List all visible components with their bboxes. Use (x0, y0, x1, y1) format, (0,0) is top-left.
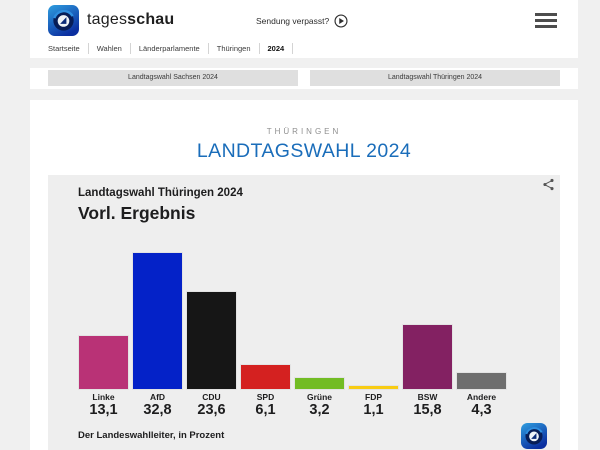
button-landtagswahl-sachsen[interactable]: Landtagswahl Sachsen 2024 (48, 70, 298, 86)
bar-label-afd: AfD (149, 392, 166, 402)
share-icon[interactable] (542, 178, 555, 191)
bar-value-spd: 6,1 (255, 402, 276, 418)
bar-label-andere: Andere (466, 392, 497, 402)
page-kicker: THÜRINGEN (266, 127, 342, 136)
sendung-verpasst-link[interactable]: Sendung verpasst? (256, 14, 348, 28)
bar-value-linke: 13,1 (89, 402, 118, 418)
brand-regular: tages (87, 11, 128, 28)
bar-andere (456, 372, 507, 390)
breadcrumb-item-thueringen[interactable]: Thüringen (209, 43, 260, 54)
tagesschau-logo-icon[interactable] (48, 5, 79, 36)
play-icon[interactable] (334, 14, 348, 28)
brand-wordmark[interactable]: tagesschau (87, 11, 174, 29)
bar-fdp (348, 385, 399, 390)
bar-label-grüne: Grüne (306, 392, 333, 402)
bar-value-afd: 32,8 (143, 402, 172, 418)
bar-label-bsw: BSW (417, 392, 438, 402)
breadcrumb-item-2024[interactable]: 2024 (260, 43, 294, 54)
bar-value-grüne: 3,2 (309, 402, 330, 418)
bar-spd (240, 364, 291, 390)
bar-label-linke: Linke (92, 392, 115, 402)
main-content: THÜRINGEN LANDTAGSWAHL 2024 Landtagswahl… (30, 100, 578, 450)
brand-bold: schau (127, 11, 175, 28)
breadcrumb: Startseite Wahlen Länderparlamente Thüri… (48, 43, 294, 54)
bar-cdu (186, 291, 237, 390)
button-landtagswahl-thueringen[interactable]: Landtagswahl Thüringen 2024 (310, 70, 560, 86)
chart-subtitle: Vorl. Ergebnis (78, 203, 196, 223)
bar-value-bsw: 15,8 (413, 402, 442, 418)
breadcrumb-item-laenderparlamente[interactable]: Länderparlamente (131, 43, 209, 54)
chart-source: Der Landeswahlleiter, in Prozent (78, 430, 225, 441)
result-chart-card: Landtagswahl Thüringen 2024 Vorl. Ergebn… (48, 175, 560, 450)
bar-grüne (294, 377, 345, 390)
bar-value-cdu: 23,6 (197, 402, 226, 418)
sendung-verpasst-label: Sendung verpasst? (256, 16, 330, 26)
header: tagesschau Sendung verpasst? Startseite … (30, 0, 578, 58)
bar-bsw (402, 324, 453, 390)
bar-label-spd: SPD (256, 392, 275, 402)
chart-title: Landtagswahl Thüringen 2024 (78, 187, 243, 199)
bar-label-cdu: CDU (202, 392, 221, 402)
breadcrumb-item-startseite[interactable]: Startseite (48, 43, 89, 54)
menu-icon[interactable] (535, 13, 557, 32)
bar-linke (78, 335, 129, 390)
page-title: LANDTAGSWAHL 2024 (196, 140, 412, 162)
bar-value-fdp: 1,1 (363, 402, 384, 418)
bar-value-andere: 4,3 (471, 402, 492, 418)
tagesschau-watermark-icon (521, 423, 547, 449)
breadcrumb-item-wahlen[interactable]: Wahlen (89, 43, 131, 54)
bar-afd (132, 252, 183, 390)
bar-label-fdp: FDP (365, 392, 382, 402)
election-switcher: Landtagswahl Sachsen 2024 Landtagswahl T… (30, 68, 578, 89)
